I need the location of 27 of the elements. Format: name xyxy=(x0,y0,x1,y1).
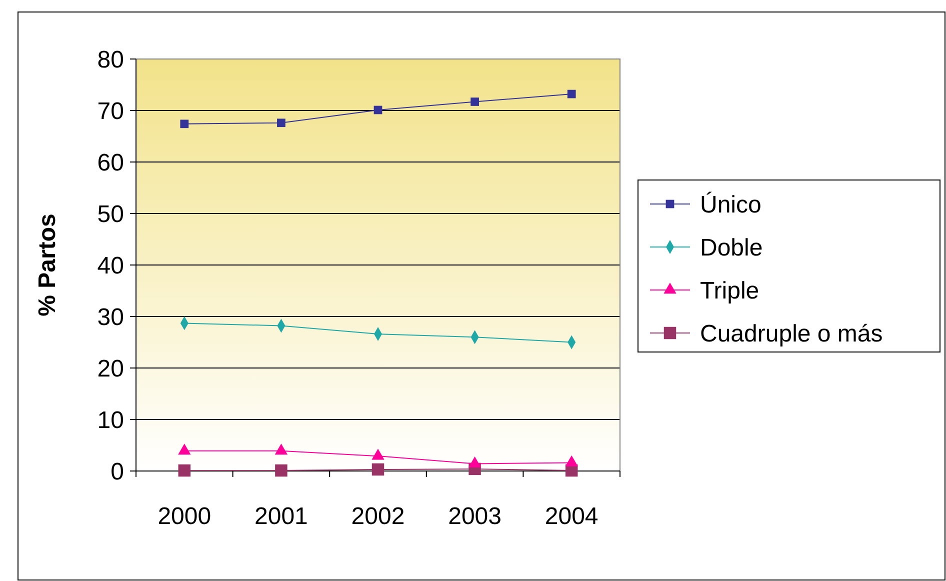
y-tick-label: 20 xyxy=(97,355,124,382)
point xyxy=(178,464,191,477)
y-tick-label: 60 xyxy=(97,149,124,176)
x-tick-label: 2004 xyxy=(544,503,598,530)
legend-label: Doble xyxy=(700,234,763,262)
point xyxy=(275,464,288,477)
point xyxy=(372,463,384,476)
x-tick-label: 2003 xyxy=(448,503,502,530)
point xyxy=(277,118,286,128)
y-tick-label: 50 xyxy=(97,200,124,228)
legend-label: Cuadruple o más xyxy=(700,320,883,348)
x-tick-label: 2002 xyxy=(351,503,405,530)
point xyxy=(470,98,479,106)
legend-label: Único xyxy=(700,191,762,218)
point xyxy=(180,120,189,128)
y-tick-label: 30 xyxy=(97,304,124,331)
y-tick-label: 40 xyxy=(97,252,124,280)
y-tick-label: 0 xyxy=(110,458,124,486)
point xyxy=(374,106,382,114)
x-tick-label: 2001 xyxy=(254,503,308,530)
point xyxy=(567,90,576,98)
legend-label: Triple xyxy=(700,277,760,304)
y-axis-title: % Partos xyxy=(34,214,61,316)
y-tick-label: 70 xyxy=(97,98,124,125)
y-tick-label: 10 xyxy=(97,406,124,434)
y-tick-label: 80 xyxy=(97,46,124,74)
x-tick-label: 2000 xyxy=(158,503,212,530)
